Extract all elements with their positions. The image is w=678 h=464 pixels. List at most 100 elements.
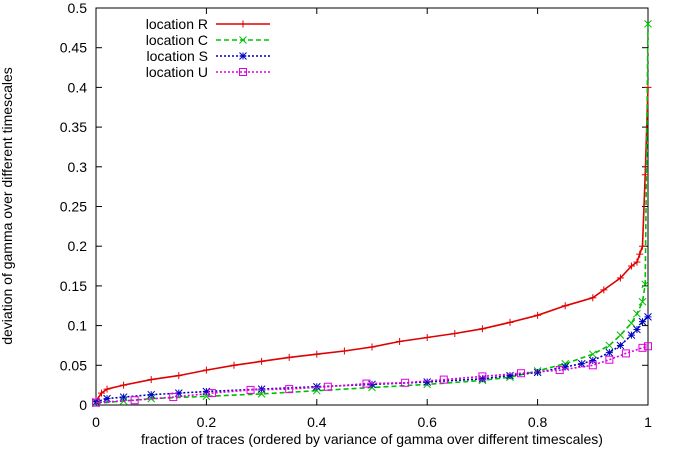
series-line	[95, 345, 649, 404]
data-point	[207, 389, 216, 398]
data-point	[641, 280, 650, 289]
data-point	[588, 356, 597, 365]
data-point	[616, 274, 624, 282]
data-point	[627, 262, 635, 270]
data-point	[258, 357, 266, 365]
x-tick-label: 1	[644, 414, 652, 430]
data-point	[147, 390, 156, 399]
data-point	[169, 393, 178, 402]
data-point	[130, 396, 139, 405]
y-tick-label: 0.4	[68, 79, 88, 95]
data-point	[478, 372, 487, 381]
x-tick-label: 0.4	[307, 414, 327, 430]
data-point	[285, 353, 293, 361]
x-tick-label: 0.8	[528, 414, 548, 430]
data-point	[589, 294, 597, 302]
data-point	[616, 341, 625, 350]
data-point	[323, 382, 332, 391]
data-point	[517, 369, 526, 378]
x-axis-ticks: 0 0.2 0.4 0.6 0.8 1	[92, 8, 652, 430]
y-axis-ticks: 0 0.05 0.1 0.15 0.2 0.25 0.3 0.35 0.4 0.45 0.5	[60, 0, 648, 413]
data-point	[368, 343, 376, 351]
data-point	[423, 378, 432, 386]
data-point	[641, 171, 649, 179]
legend-entry: location C	[146, 32, 270, 48]
series-location-u	[92, 342, 652, 407]
y-tick-label: 0.05	[60, 357, 87, 373]
data-point	[423, 334, 431, 342]
data-point	[605, 348, 614, 357]
data-point	[313, 350, 321, 358]
legend-marker	[239, 68, 247, 76]
legend-entry: location S	[147, 48, 270, 64]
data-point	[340, 347, 348, 355]
data-point	[638, 343, 647, 352]
legend-label: location R	[146, 16, 208, 32]
legend-marker	[239, 20, 247, 28]
legend-label: location C	[146, 32, 208, 48]
legend-marker	[239, 36, 247, 44]
data-point	[451, 330, 459, 338]
data-point	[633, 309, 641, 318]
data-point	[555, 366, 564, 375]
series-layer	[92, 20, 652, 408]
data-point	[103, 385, 111, 393]
data-point	[362, 379, 371, 388]
data-point	[638, 297, 647, 306]
legend-label: location S	[147, 48, 208, 64]
series-line	[95, 87, 649, 402]
data-point	[621, 349, 630, 358]
data-point	[396, 337, 404, 345]
data-point	[506, 318, 514, 326]
data-point	[588, 350, 597, 359]
data-point	[401, 378, 410, 387]
data-point	[644, 313, 652, 321]
data-point	[478, 325, 486, 333]
data-point	[616, 331, 625, 339]
data-point	[605, 355, 614, 364]
data-point	[175, 372, 183, 380]
legend-marker	[239, 52, 247, 60]
data-point	[439, 375, 448, 384]
data-point	[147, 376, 155, 384]
data-point	[588, 361, 597, 370]
series-location-s	[92, 313, 652, 406]
x-tick-label: 0	[92, 414, 100, 430]
y-tick-label: 0.2	[68, 238, 88, 254]
legend-entry: location R	[146, 16, 270, 32]
y-tick-label: 0.3	[68, 159, 88, 175]
data-point	[285, 385, 294, 394]
data-point	[98, 389, 106, 397]
data-point	[534, 311, 542, 319]
data-point	[627, 319, 636, 328]
y-tick-label: 0.15	[60, 278, 87, 294]
data-point	[644, 342, 652, 351]
y-tick-label: 0.5	[68, 0, 88, 16]
data-point	[633, 258, 641, 266]
legend-entry: location U	[146, 64, 270, 80]
data-point	[638, 317, 647, 326]
data-point	[605, 341, 614, 350]
y-tick-label: 0.25	[60, 199, 87, 215]
data-point	[638, 242, 646, 250]
y-tick-label: 0.35	[60, 119, 87, 135]
x-tick-label: 0.6	[417, 414, 437, 430]
data-point	[633, 325, 641, 334]
data-point	[120, 381, 128, 389]
series-location-r	[92, 83, 652, 405]
data-point	[636, 250, 644, 258]
data-point	[230, 361, 238, 369]
data-point	[92, 398, 100, 407]
data-point	[561, 302, 569, 310]
data-point	[644, 20, 652, 28]
y-axis-title: deviation of gamma over different timesc…	[0, 67, 15, 345]
data-point	[119, 393, 128, 401]
data-point	[506, 371, 514, 380]
series-line	[95, 316, 649, 403]
data-point	[202, 366, 210, 374]
data-point	[246, 385, 255, 394]
legend-label: location U	[146, 64, 208, 80]
data-point	[600, 286, 608, 294]
